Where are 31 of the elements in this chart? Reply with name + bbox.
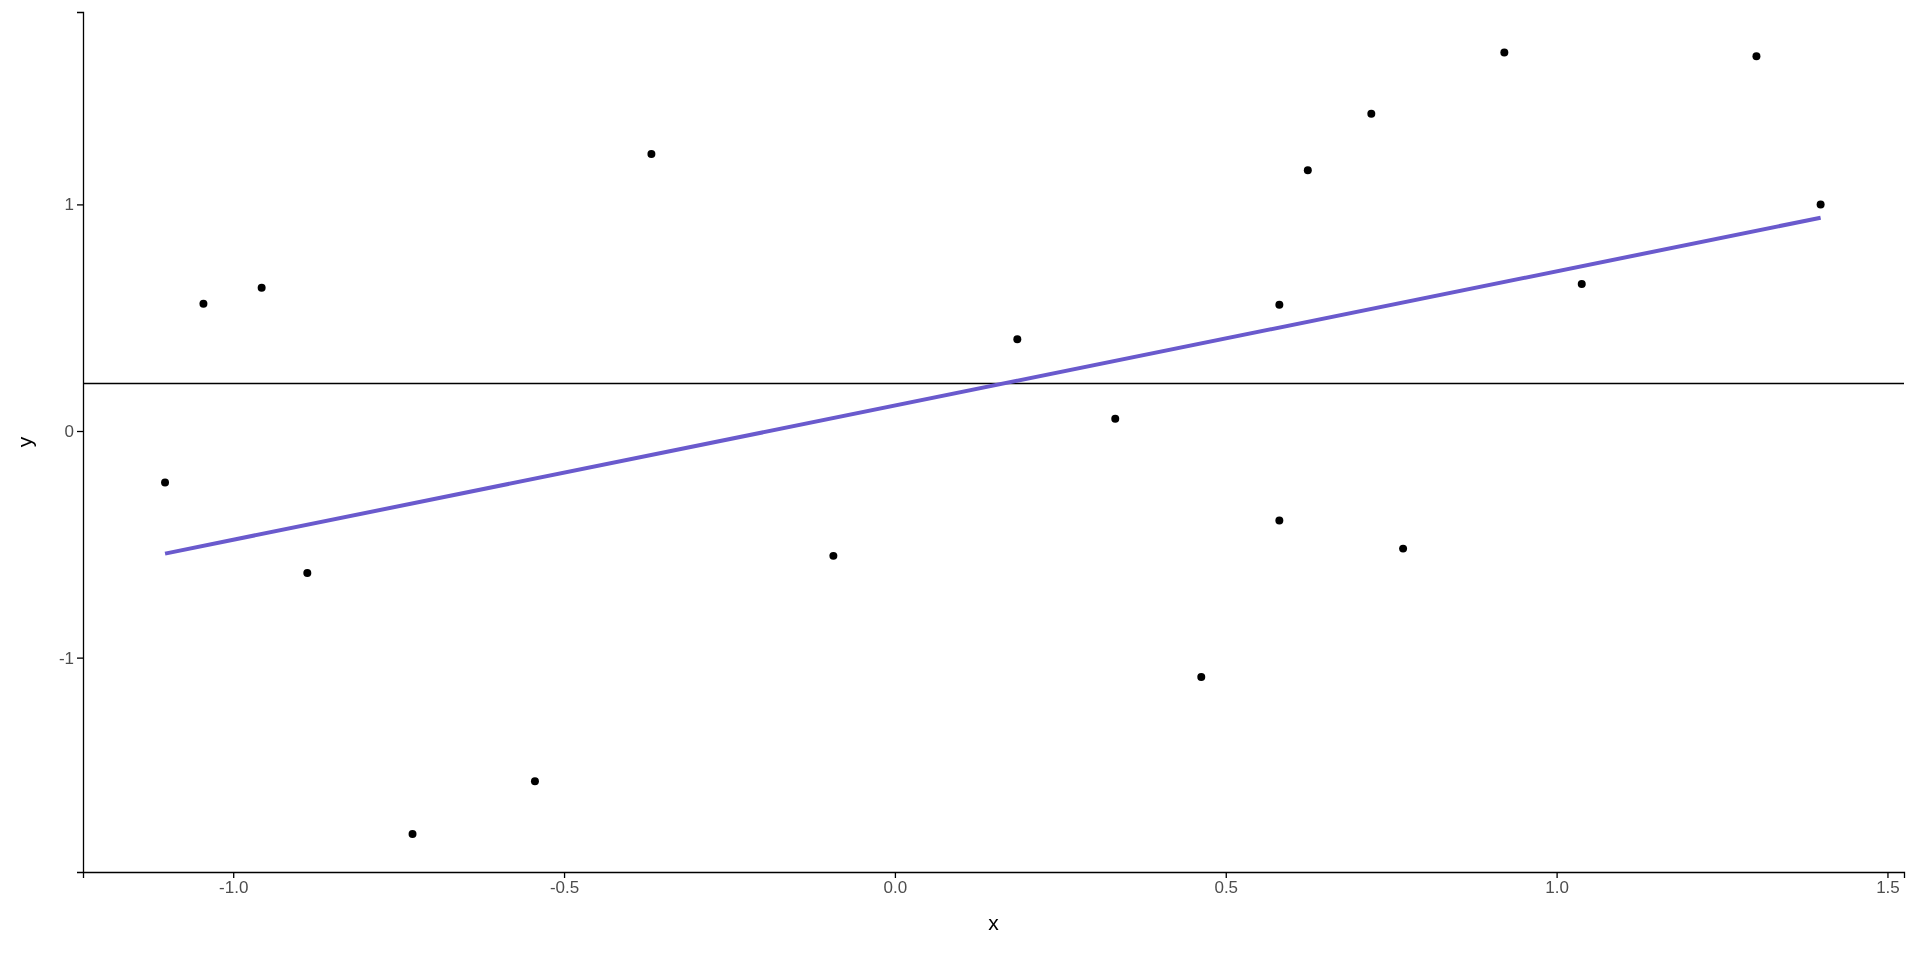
x-axis-title: x — [988, 911, 1000, 934]
point — [1111, 414, 1120, 423]
point — [1752, 52, 1761, 61]
point — [1500, 48, 1509, 57]
point — [1275, 300, 1284, 309]
x-tick-label: -0.5 — [549, 878, 580, 898]
point — [257, 283, 266, 292]
point — [1577, 279, 1586, 288]
point — [647, 150, 656, 159]
point — [161, 478, 170, 487]
point — [408, 829, 417, 838]
x-tick-label: -1.0 — [219, 878, 249, 898]
y-tick-label: -1 — [58, 648, 74, 668]
point — [1303, 166, 1312, 175]
point — [1367, 109, 1376, 118]
point — [829, 551, 838, 560]
x-tick-label: 0.5 — [1214, 878, 1239, 898]
y-tick-label: 0 — [64, 421, 74, 441]
point — [303, 569, 312, 578]
x-tick-label: 1.0 — [1545, 878, 1569, 898]
x-tick-label: 1.5 — [1876, 878, 1900, 898]
point — [1275, 516, 1284, 525]
point — [1399, 544, 1408, 553]
point — [1013, 335, 1022, 344]
y-tick-label: 1 — [64, 195, 74, 215]
x-tick-label: 0.0 — [883, 878, 908, 898]
point — [1816, 200, 1825, 209]
y-axis-title: y — [13, 436, 36, 448]
point — [199, 299, 208, 308]
point — [530, 777, 539, 786]
point — [1197, 673, 1206, 682]
